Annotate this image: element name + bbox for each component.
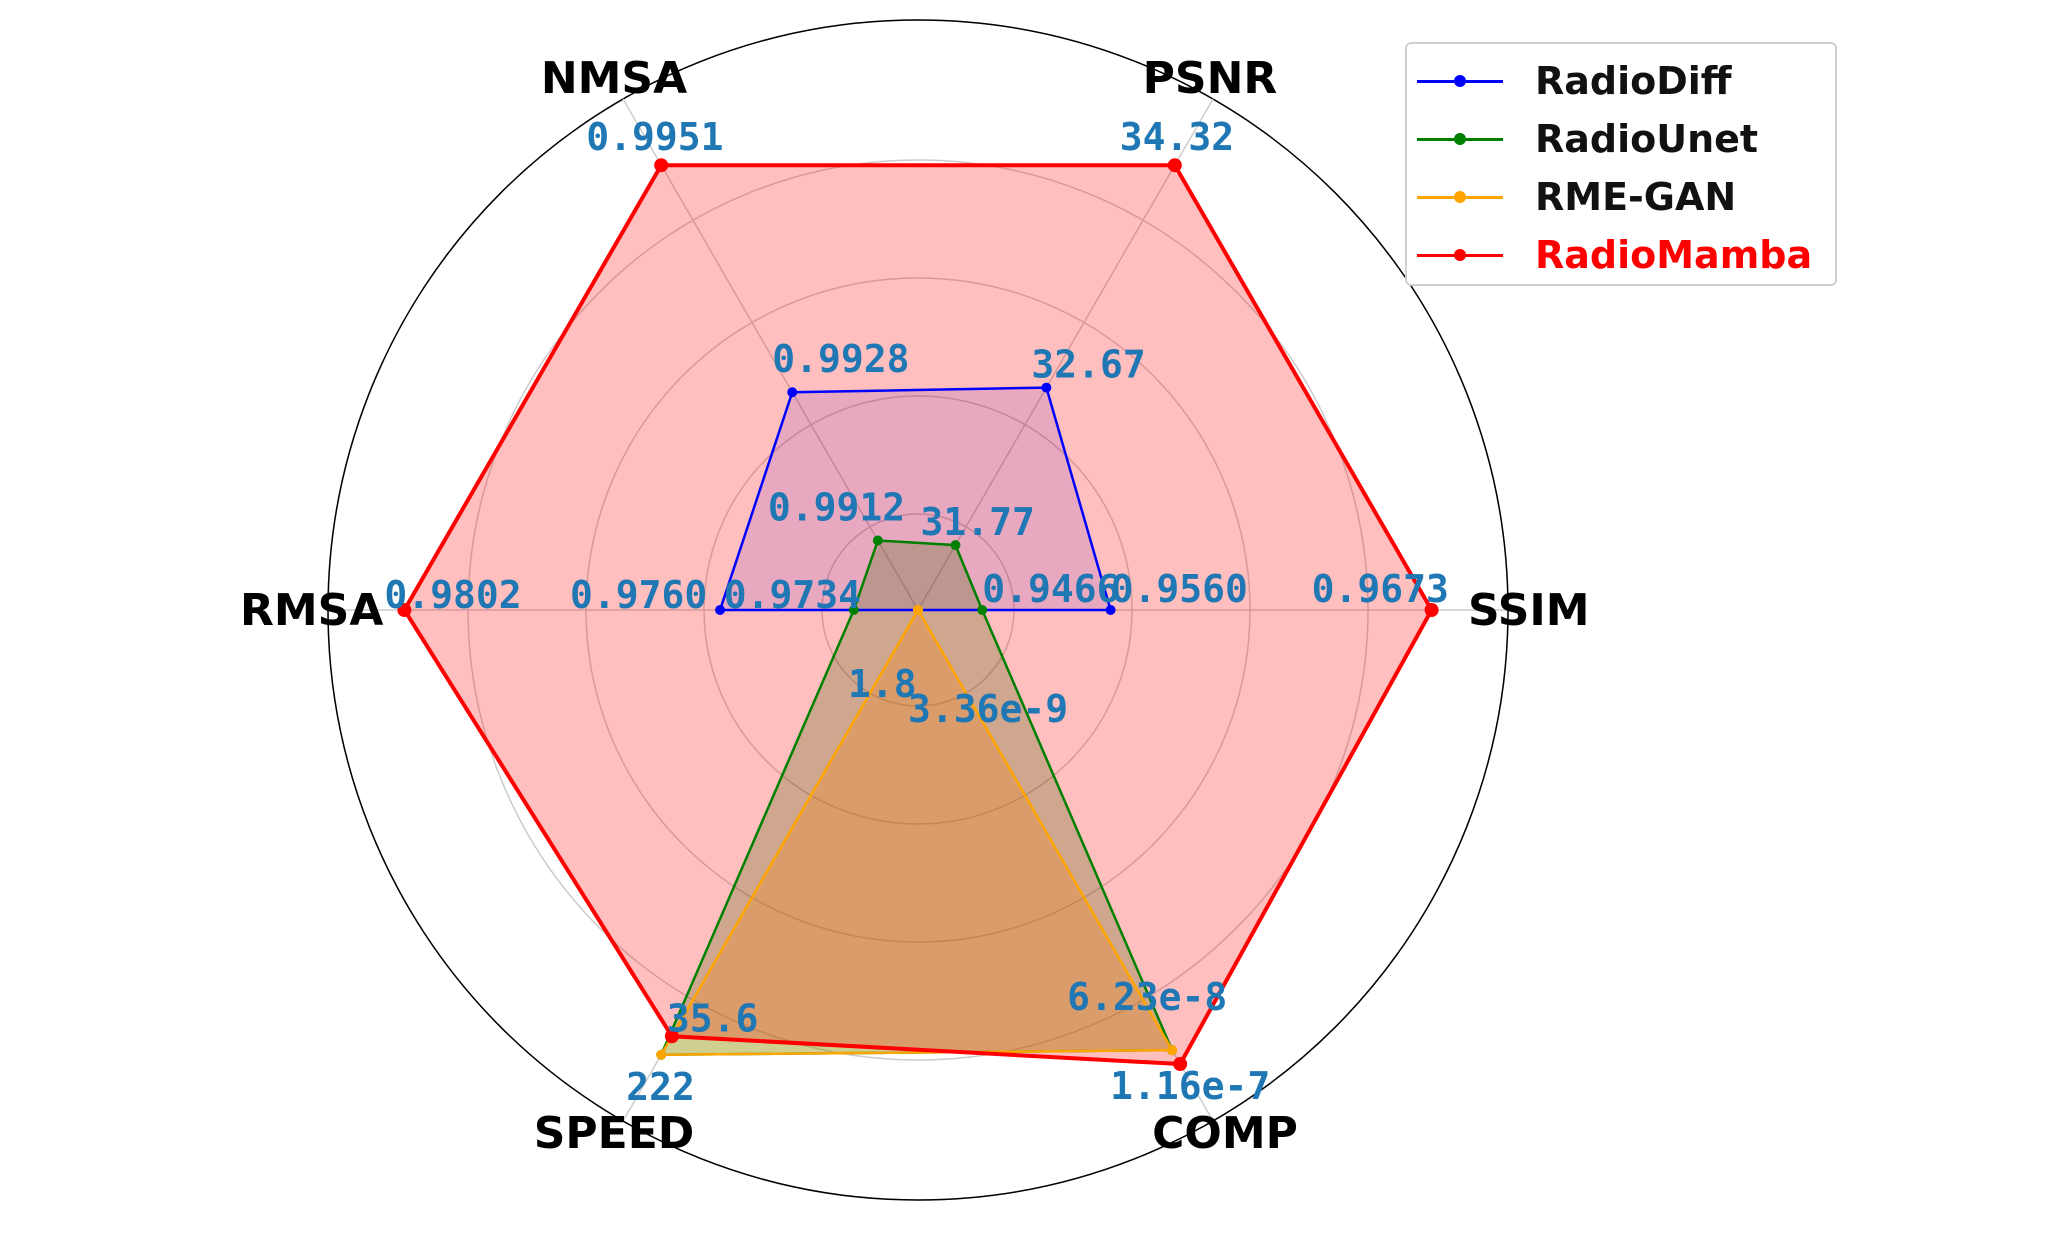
value-label-radiounet-ssim: 0.9466 <box>982 567 1119 611</box>
data-point-radiodiff-ssim <box>1105 605 1116 615</box>
series-fill-rme-gan <box>661 610 1173 1055</box>
legend-item-radiounet: RadioUnet <box>1407 110 1835 168</box>
series-fill-radiounet <box>661 540 1173 1055</box>
legend-swatch-rme-gan <box>1417 187 1503 207</box>
data-point-rme-gan-comp <box>1167 1045 1178 1056</box>
axis-label-speed: SPEED <box>534 1108 695 1159</box>
legend-swatch-radiodiff <box>1417 71 1503 91</box>
legend-item-rme-gan: RME-GAN <box>1407 168 1835 226</box>
data-point-rme-gan-rmsa <box>913 605 923 615</box>
data-point-radiodiff-nmsa <box>787 387 798 398</box>
value-label-radiomamba-psnr: 34.32 <box>1120 115 1234 159</box>
data-point-radiounet-ssim <box>977 605 988 615</box>
value-label-radiounet-rmsa: 0.9734 <box>724 573 861 617</box>
data-point-radiomamba-comp <box>1173 1057 1188 1072</box>
value-label-radiomamba-nmsa: 0.9951 <box>586 115 723 159</box>
value-label-rme-gan-speed: 1.8 <box>848 662 917 706</box>
data-point-radiomamba-psnr <box>1167 158 1182 173</box>
data-point-radiounet-psnr <box>950 540 961 551</box>
legend-label-radiomamba: RadioMamba <box>1535 233 1813 277</box>
value-label-radiodiff-ssim: 0.9560 <box>1111 567 1248 611</box>
data-point-radiomamba-ssim <box>1424 603 1439 617</box>
value-label-radiounet-psnr: 31.77 <box>920 500 1034 544</box>
legend-label-radiounet: RadioUnet <box>1535 117 1759 161</box>
axis-label-nmsa: NMSA <box>541 53 687 104</box>
value-label-radiomamba-comp: 1.16e-7 <box>1110 1064 1270 1108</box>
data-point-radiomamba-rmsa <box>397 603 412 617</box>
value-label-radiounet-comp: 6.23e-8 <box>1067 975 1227 1019</box>
legend-label-rme-gan: RME-GAN <box>1535 175 1737 219</box>
value-label-radiodiff-psnr: 32.67 <box>1031 343 1145 387</box>
series-fill-radiodiff <box>720 387 1111 610</box>
axis-label-comp: COMP <box>1152 1108 1298 1159</box>
data-point-radiomamba-nmsa <box>654 158 669 173</box>
data-point-radiodiff-psnr <box>1041 382 1052 393</box>
data-point-radiodiff-rmsa <box>715 605 726 615</box>
axis-spoke-psnr <box>917 98 1214 611</box>
axis-label-psnr: PSNR <box>1143 53 1278 104</box>
value-label-radiounet-nmsa: 0.9912 <box>768 486 905 530</box>
value-label-radiodiff-nmsa: 0.9928 <box>772 337 909 381</box>
value-label-rme-gan-comp: 3.36e-9 <box>908 687 1068 731</box>
series-line-radiodiff <box>718 386 1113 612</box>
value-label-radiounet-speed: 222 <box>626 1065 695 1109</box>
axis-label-ssim: SSIM <box>1468 585 1590 636</box>
legend-item-radiodiff: RadioDiff <box>1407 52 1835 110</box>
legend-item-radiomamba: RadioMamba <box>1407 226 1835 284</box>
data-point-radiomamba-speed <box>664 1029 679 1044</box>
legend-swatch-radiomamba <box>1417 245 1503 265</box>
axis-spoke-nmsa <box>622 98 919 611</box>
value-label-radiomamba-rmsa: 0.9802 <box>384 573 521 617</box>
chart-legend: RadioDiff RadioUnet RME-GAN RadioMamba <box>1405 42 1837 286</box>
value-label-radiomamba-speed: 35.6 <box>667 996 759 1040</box>
data-point-radiounet-rmsa <box>848 605 859 615</box>
legend-label-radiodiff: RadioDiff <box>1535 59 1732 103</box>
value-label-radiodiff-rmsa: 0.9760 <box>570 573 707 617</box>
axis-label-rmsa: RMSA <box>240 585 383 636</box>
series-line-rme-gan <box>659 607 1175 1057</box>
data-point-radiounet-nmsa <box>872 535 883 546</box>
data-point-rme-gan-speed <box>656 1049 667 1060</box>
legend-swatch-radiounet <box>1417 129 1503 149</box>
value-label-radiomamba-ssim: 0.9673 <box>1312 567 1449 611</box>
